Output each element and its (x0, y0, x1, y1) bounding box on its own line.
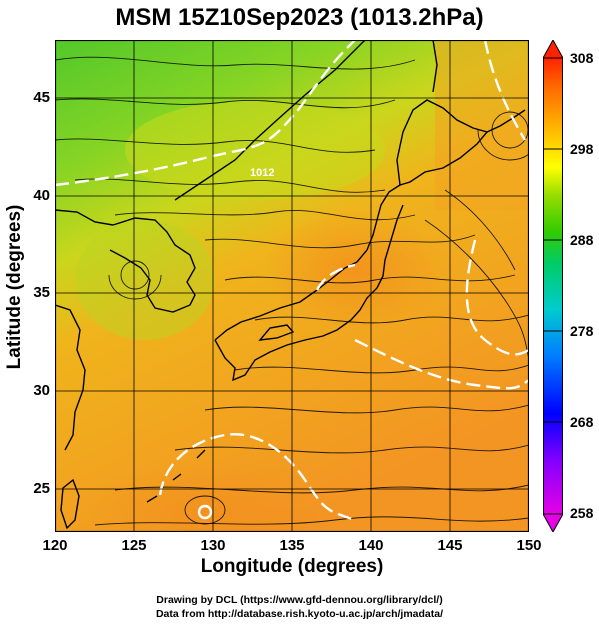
page-title: MSM 15Z10Sep2023 (1013.2hPa) (115, 4, 484, 31)
streamline (254, 314, 529, 324)
colorbar-min-arrow (543, 513, 563, 532)
isobar-label: 1012 (250, 167, 274, 179)
colorbar-tick-label: 278 (570, 323, 594, 339)
low-center-marker (197, 504, 213, 520)
y-tick-label: 30 (33, 382, 50, 399)
credit-drawing: Drawing by DCL (https://www.gfd-dennou.o… (156, 594, 443, 606)
colorbar-gradient (543, 57, 563, 515)
x-tick-label: 120 (42, 537, 68, 554)
streamline (55, 98, 396, 109)
mid-patch-north (125, 100, 385, 200)
streamline (55, 138, 376, 153)
isobars (55, 40, 529, 522)
map-frame (55, 40, 529, 532)
warm-patch-northeast (435, 40, 529, 210)
primorye-coast (174, 40, 366, 201)
sakhalin-coast (432, 40, 438, 93)
colorbar-max-arrow (543, 40, 563, 59)
credit-data: Data from http://database.rish.kyoto-u.a… (155, 608, 444, 620)
streamline-swirl (120, 260, 150, 290)
streamline (114, 209, 416, 221)
shikoku-coast (258, 324, 295, 341)
graticule (55, 40, 529, 532)
x-tick-label: 130 (200, 537, 226, 554)
x-tick-label: 140 (358, 537, 384, 554)
isobar (315, 263, 356, 291)
isobar (465, 239, 529, 356)
map-svg: 1012 (55, 40, 529, 532)
isobar (483, 40, 527, 141)
colorbar-svg (543, 40, 563, 532)
y-tick-label: 35 (33, 284, 50, 301)
x-tick-label: 150 (516, 537, 542, 554)
colorbar-tick-label: 268 (570, 414, 594, 430)
china-coast (55, 209, 114, 451)
y-tick-label: 25 (33, 480, 50, 497)
honshu-coast-north (214, 184, 401, 341)
streamline (94, 516, 529, 526)
streamlines (55, 56, 529, 526)
colorbar (543, 40, 563, 532)
streamline (204, 404, 529, 414)
y-tick-label: 45 (33, 89, 50, 106)
mid-patch-korea (75, 220, 215, 340)
map-panel: 1012 (55, 40, 529, 532)
streamline (174, 444, 529, 454)
streamline (74, 178, 386, 193)
korea-coast (109, 217, 196, 313)
streamline (114, 484, 529, 494)
streamline (444, 189, 516, 271)
x-tick-label: 145 (437, 537, 463, 554)
ryukyu-islands (146, 449, 206, 503)
honshu-coast-south (214, 204, 404, 382)
isobar (354, 338, 529, 390)
x-axis-label: Longitude (degrees) (200, 556, 384, 577)
x-tick-label: 125 (121, 537, 147, 554)
colorbar-tick-label: 308 (570, 50, 594, 66)
x-tick-label: 135 (279, 537, 305, 554)
isobar-1012 (55, 40, 356, 187)
coastlines (55, 40, 526, 530)
hokkaido-coast (396, 99, 489, 186)
colorbar-tick-label: 298 (570, 141, 594, 157)
streamline (234, 364, 529, 374)
colorbar-tick-label: 258 (570, 505, 594, 521)
isobar (158, 433, 356, 522)
streamline (55, 56, 416, 70)
streamline (204, 234, 476, 249)
warm-patch-japan (265, 210, 445, 330)
streamline-swirl (477, 129, 529, 161)
streamline-swirl (108, 274, 162, 300)
y-axis-label: Latitude (degrees) (4, 204, 25, 370)
y-tick-label: 40 (33, 187, 50, 204)
streamline (424, 219, 529, 361)
taiwan-coast (60, 478, 80, 530)
colorbar-tick-label: 288 (570, 232, 594, 248)
streamline-swirl (184, 495, 226, 525)
